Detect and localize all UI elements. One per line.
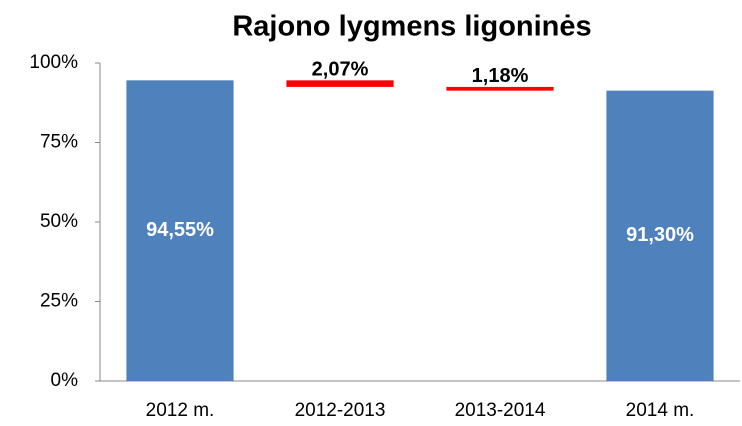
x-tick-label: 2013-2014 [455,400,546,421]
value-label: 1,18% [472,65,529,87]
y-tick-label: 50% [40,211,78,232]
total-bar [126,80,234,382]
value-label: 94,55% [146,219,214,241]
y-tick-label: 100% [29,52,78,73]
y-tick-label: 75% [40,132,78,153]
x-tick-label: 2012 m. [146,400,215,421]
value-label: 91,30% [626,224,694,246]
chart-title: Rajono lygmens ligoninės [232,11,591,43]
x-tick-label: 2012-2013 [295,400,386,421]
change-bar [286,80,394,87]
value-label: 2,07% [312,59,369,81]
y-tick-label: 25% [40,291,78,312]
change-bar [446,86,554,91]
x-tick-label: 2014 m. [626,400,695,421]
total-bar [606,90,714,381]
y-tick-label: 0% [51,370,79,391]
